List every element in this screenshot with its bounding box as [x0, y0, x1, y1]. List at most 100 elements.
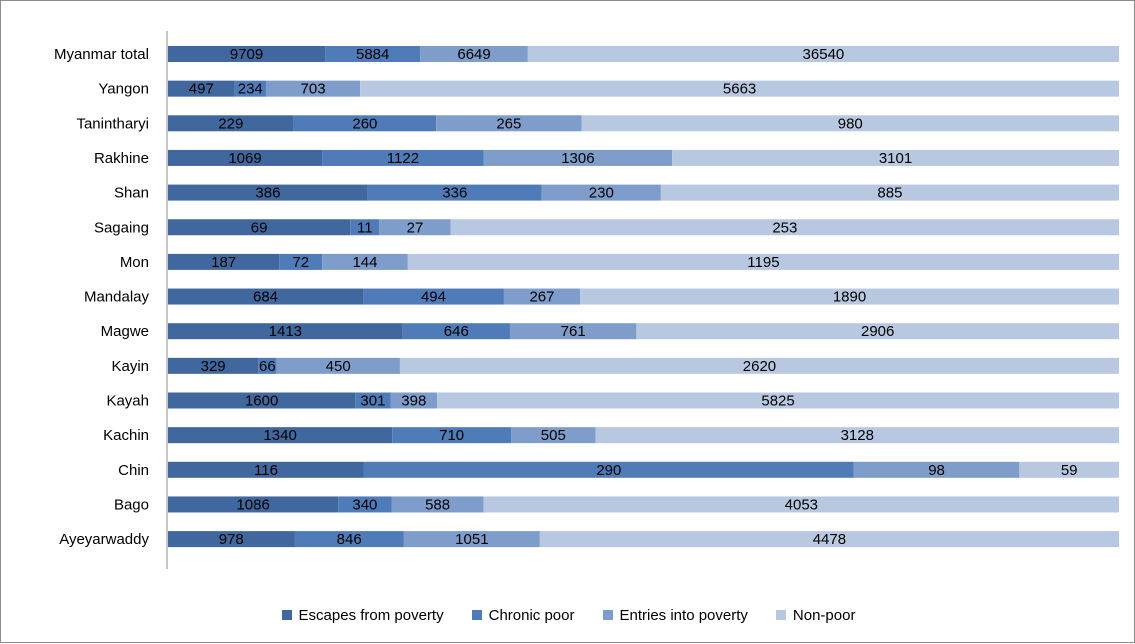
bar-segment [338, 496, 392, 513]
data-label: 1122 [387, 150, 419, 167]
bar-segment [363, 288, 504, 305]
data-label: 265 [496, 115, 521, 132]
bar-segment [436, 115, 582, 132]
data-label: 4053 [785, 496, 818, 513]
bar-segment [293, 115, 437, 132]
bar-segment [390, 392, 438, 409]
data-label: 144 [352, 254, 377, 271]
data-label: 3101 [879, 150, 912, 167]
data-label: 234 [238, 81, 263, 98]
bar-segment [279, 253, 323, 270]
category-label: Chin [118, 462, 149, 479]
data-label: 497 [189, 81, 214, 98]
bar-segment [325, 46, 421, 62]
category-label: Shan [114, 185, 149, 202]
data-label: 450 [326, 358, 351, 375]
bar-segment [660, 184, 1119, 201]
data-label: 98 [928, 462, 945, 479]
category-label: Rakhine [94, 150, 149, 167]
bar-segment [483, 496, 1120, 513]
data-label: 703 [301, 81, 326, 98]
category-label: Ayeyarwaddy [59, 531, 149, 548]
category-label: Mon [120, 254, 149, 271]
data-label: 6649 [457, 46, 490, 63]
data-label: 116 [254, 462, 278, 479]
category-label: Kachin [103, 427, 149, 444]
bars [168, 46, 1120, 548]
data-label: 11 [357, 219, 373, 236]
bar-segment [168, 392, 356, 409]
data-label: 72 [292, 254, 309, 271]
data-label: 1340 [263, 427, 296, 444]
category-label: Magwe [101, 323, 149, 340]
data-label: 646 [444, 323, 469, 340]
bar-segment [294, 531, 404, 548]
bar-segment [483, 149, 673, 166]
data-label: 1890 [833, 289, 866, 306]
data-label: 1086 [236, 496, 269, 513]
data-label: 494 [421, 289, 446, 306]
bar-segment [168, 531, 295, 548]
bar-segment [402, 323, 510, 340]
bar-segment [350, 219, 380, 236]
data-label: 187 [211, 254, 236, 271]
data-label: 980 [838, 115, 863, 132]
category-label: Tanintharyi [76, 115, 149, 132]
bar-segment [450, 219, 1119, 236]
category-label: Yangon [98, 81, 149, 98]
legend-item: Entries into poverty [602, 607, 748, 624]
bar-segment [539, 531, 1119, 548]
data-label: 398 [401, 393, 426, 410]
legend-swatch [471, 610, 482, 620]
legend-swatch [775, 610, 786, 620]
category-label: Kayah [106, 393, 149, 410]
data-label: 230 [589, 185, 614, 202]
data-label: 1413 [269, 323, 302, 340]
data-label: 1306 [561, 150, 594, 167]
bar-segment [168, 80, 235, 97]
legend-label: Escapes from poverty [298, 606, 444, 624]
bar-segment [168, 357, 259, 374]
data-label: 1195 [747, 254, 779, 271]
bar-segment [437, 392, 1120, 409]
legend-item: Non-poor [775, 607, 855, 624]
bar-segment [541, 184, 661, 201]
bar-segment [407, 253, 1120, 270]
data-label: 1051 [455, 531, 488, 548]
data-label: 66 [259, 358, 276, 375]
data-label: 978 [219, 531, 244, 548]
data-label: 69 [251, 219, 268, 236]
legend-item: Chronic poor [471, 607, 575, 624]
data-label: 301 [360, 393, 385, 410]
data-label: 684 [253, 289, 278, 306]
bar-segment [527, 46, 1119, 62]
bar-segment [503, 288, 581, 305]
bar-segment [168, 427, 393, 444]
legend: Escapes from poverty Chronic poor Entries … [1, 601, 1135, 629]
data-label: 5884 [356, 46, 389, 63]
bar-segment [234, 80, 266, 97]
bar-segment [322, 253, 408, 270]
bar-segment [581, 115, 1119, 132]
category-labels: Myanmar total Yangon Tanintharyi Rakhine Sha… [54, 46, 150, 548]
data-label: 386 [255, 185, 280, 202]
bar-segment [168, 461, 364, 478]
bar-segment [168, 149, 323, 166]
data-label: 5663 [723, 81, 756, 98]
bar-segment [636, 323, 1119, 340]
data-label: 2906 [861, 323, 894, 340]
legend-item: Escapes from poverty [281, 606, 444, 624]
bar-segment [258, 357, 277, 374]
data-label: 260 [352, 115, 377, 132]
bar-segment [511, 427, 596, 444]
bar-segment [168, 496, 339, 513]
bar-segment [391, 496, 484, 513]
data-label: 253 [772, 219, 797, 236]
bar-segment [420, 46, 528, 62]
data-label: 505 [541, 427, 566, 444]
category-label: Myanmar total [54, 46, 149, 63]
data-label: 1069 [228, 150, 261, 167]
data-label: 36540 [803, 46, 845, 63]
